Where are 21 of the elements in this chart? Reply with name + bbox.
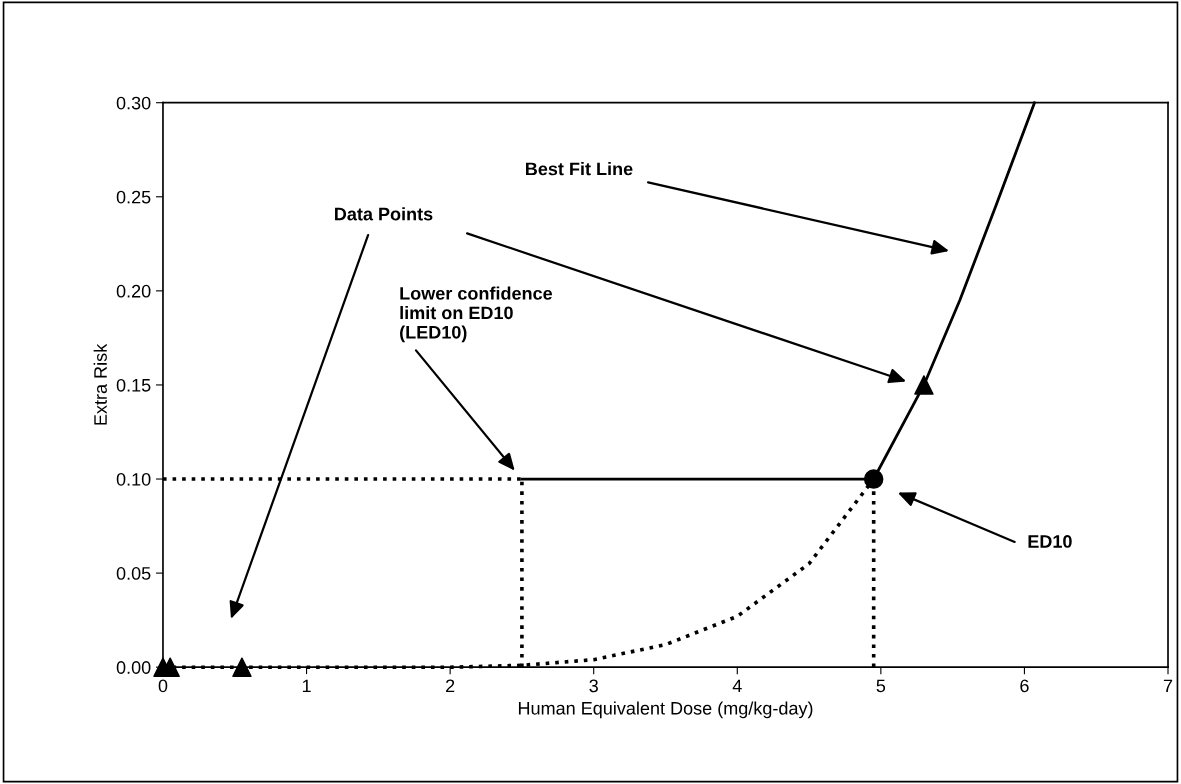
- x-tick-label: 7: [1163, 679, 1173, 693]
- annotation: ED10: [1028, 535, 1072, 548]
- y-axis-title: Extra Risk: [93, 343, 107, 425]
- y-tick-label: 0.25: [116, 190, 151, 204]
- x-tick-label: 3: [589, 679, 598, 693]
- x-tick-label: 6: [1020, 679, 1029, 693]
- annotation: Best Fit Line: [526, 162, 633, 176]
- x-tick-label: 1: [302, 679, 311, 693]
- y-tick-label: 0.15: [116, 378, 151, 392]
- x-tick-label: 2: [446, 679, 455, 693]
- annotation: Lower confidence limit on ED10 (LED10): [400, 286, 553, 343]
- annotation: Data Points: [335, 207, 433, 221]
- x-axis-title: Human Equivalent Dose (mg/kg-day): [518, 701, 813, 719]
- x-tick-label: 4: [732, 679, 742, 693]
- y-tick-label: 0.05: [116, 567, 151, 580]
- x-tick-label: 5: [876, 679, 886, 693]
- y-tick-label: 0.00: [116, 661, 151, 674]
- y-tick-label: 0.10: [116, 472, 151, 486]
- y-tick-label: 0.30: [116, 96, 151, 110]
- y-tick-label: 0.20: [116, 284, 151, 298]
- x-tick-label: 0: [158, 679, 168, 693]
